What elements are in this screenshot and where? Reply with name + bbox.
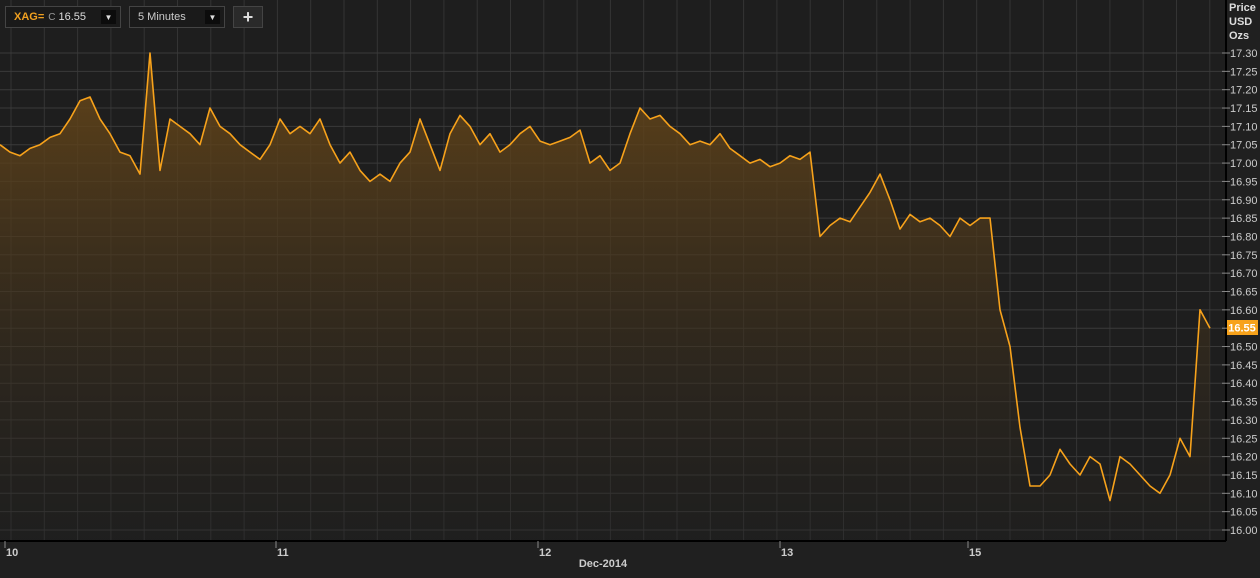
x-tick-label: 11 <box>277 547 289 559</box>
price-line <box>0 52 1211 502</box>
y-tick-label: 17.00 <box>1230 158 1258 170</box>
y-tick-label: 16.50 <box>1230 342 1258 354</box>
x-tick-label: 10 <box>6 547 18 559</box>
y-tick-label: 17.05 <box>1230 140 1258 152</box>
x-tick-label: 12 <box>539 547 551 559</box>
y-tick-label: 17.15 <box>1230 103 1258 115</box>
y-tick-label: 16.70 <box>1230 268 1258 280</box>
y-tick-label: 16.20 <box>1230 452 1258 464</box>
y-tick-label: 17.10 <box>1230 121 1258 133</box>
close-value: 16.55 <box>58 11 87 23</box>
add-button[interactable]: + <box>233 6 263 28</box>
interval-selector[interactable]: 5 Minutes ▼ <box>129 6 225 28</box>
y-tick-label: 16.60 <box>1230 305 1258 317</box>
chart-toolbar: XAG= C 16.55 ▼ 5 Minutes ▼ + <box>5 6 263 28</box>
close-prefix: C <box>48 11 56 23</box>
y-axis: 16.00 16.05 16.10 16.15 16.20 16.25 16.30 16.35… <box>1222 48 1258 537</box>
chevron-down-icon[interactable]: ▼ <box>205 10 220 24</box>
instrument-selector[interactable]: XAG= C 16.55 ▼ <box>5 6 121 28</box>
last-value-badge: 16.55 <box>1227 320 1258 335</box>
y-tick-label: 16.75 <box>1230 250 1258 262</box>
unit-price: Price <box>1229 2 1256 14</box>
unit-currency: USD <box>1229 16 1253 28</box>
y-tick-label: 16.95 <box>1230 176 1258 188</box>
x-tick-label: 13 <box>781 547 793 559</box>
y-tick-label: 16.10 <box>1230 488 1258 500</box>
instrument-ric: XAG= <box>14 11 45 23</box>
y-tick-label: 16.25 <box>1230 433 1258 445</box>
x-tick-label: 15 <box>969 547 981 559</box>
plus-icon: + <box>242 6 254 27</box>
y-tick-label: 16.45 <box>1230 360 1258 372</box>
y-tick-label: 17.30 <box>1230 48 1258 60</box>
chevron-down-icon[interactable]: ▼ <box>101 10 116 24</box>
x-axis-label: Dec-2014 <box>579 558 628 570</box>
y-tick-label: 16.90 <box>1230 195 1258 207</box>
y-tick-label: 16.85 <box>1230 213 1258 225</box>
y-tick-label: 16.05 <box>1230 507 1258 519</box>
y-axis-unit: Price USD Ozs <box>1229 1 1256 43</box>
x-axis: 10 11 12 13 15 <box>4 541 981 559</box>
interval-value: 5 Minutes <box>138 11 186 23</box>
y-tick-label: 17.25 <box>1230 66 1258 78</box>
price-area <box>0 53 1210 541</box>
y-tick-label: 16.00 <box>1230 525 1258 537</box>
last-value-text: 16.55 <box>1228 323 1256 335</box>
unit-weight: Ozs <box>1229 30 1250 42</box>
y-tick-label: 16.35 <box>1230 397 1258 409</box>
y-tick-label: 17.20 <box>1230 85 1258 97</box>
y-tick-label: 16.30 <box>1230 415 1258 427</box>
y-tick-label: 16.40 <box>1230 378 1258 390</box>
y-tick-label: 16.15 <box>1230 470 1258 482</box>
y-tick-label: 16.80 <box>1230 231 1258 243</box>
y-tick-label: 16.65 <box>1230 287 1258 299</box>
